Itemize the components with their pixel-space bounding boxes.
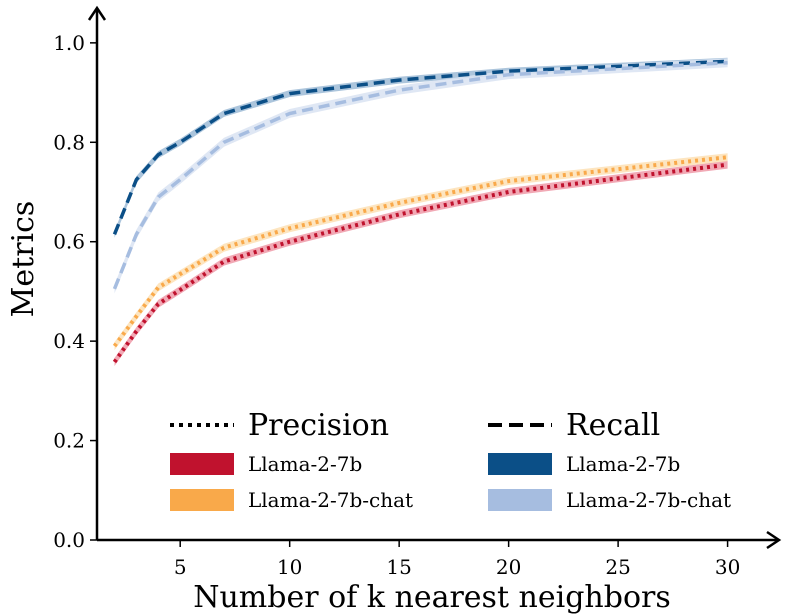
y-tick-label: 0.4 <box>53 329 85 353</box>
x-axis-title: Number of k nearest neighbors <box>193 580 671 615</box>
confidence-bands <box>114 57 728 366</box>
line-precision-llama-2-7b-chat <box>112 155 728 348</box>
legend-label-precision-llama-2-7b-chat: Llama-2-7b-chat <box>248 488 413 512</box>
y-tick-label: 0.2 <box>53 429 85 453</box>
y-axis-title: Metrics <box>6 201 41 318</box>
band-precision-llama-2-7b-chat <box>114 153 728 351</box>
x-tick-label: 30 <box>715 555 740 579</box>
line-recall-llama-2-7b-chat <box>112 60 728 290</box>
legend-label-recall-llama-2-7b: Llama-2-7b <box>566 452 680 476</box>
y-tick-label: 0.6 <box>53 230 85 254</box>
line-recall-llama-2-7b <box>112 59 728 235</box>
y-axis-arrow <box>87 5 107 21</box>
legend-label-recall-llama-2-7b-chat: Llama-2-7b-chat <box>566 488 731 512</box>
legend-header-precision: Precision <box>248 408 389 443</box>
legend: Precision Llama-2-7b Llama-2-7b-chat Recall… <box>170 408 731 512</box>
band-precision-llama-2-7b <box>114 160 728 366</box>
legend-swatch-recall-llama-2-7b-chat <box>488 489 552 511</box>
legend-swatch-recall-llama-2-7b <box>488 453 552 475</box>
y-tick-label: 1.0 <box>53 31 85 55</box>
line-precision-llama-2-7b <box>112 162 728 364</box>
legend-swatch-precision-llama-2-7b <box>170 453 234 475</box>
series-lines <box>112 59 728 364</box>
legend-label-precision-llama-2-7b: Llama-2-7b <box>248 452 362 476</box>
y-tick-label: 0.0 <box>53 528 85 552</box>
x-tick-label: 10 <box>277 555 302 579</box>
x-axis-arrow <box>766 530 782 550</box>
legend-swatch-precision-llama-2-7b-chat <box>170 489 234 511</box>
legend-header-recall: Recall <box>566 408 660 443</box>
x-tick-label: 15 <box>386 555 411 579</box>
x-tick-label: 25 <box>605 555 630 579</box>
y-tick-label: 0.8 <box>53 130 85 154</box>
x-tick-label: 20 <box>496 555 521 579</box>
axes: 0.0 0.2 0.4 0.6 0.8 1.0 5 10 15 20 25 30 Number of k… <box>6 5 782 615</box>
x-tick-label: 5 <box>174 555 187 579</box>
band-recall-llama-2-7b <box>114 57 728 238</box>
